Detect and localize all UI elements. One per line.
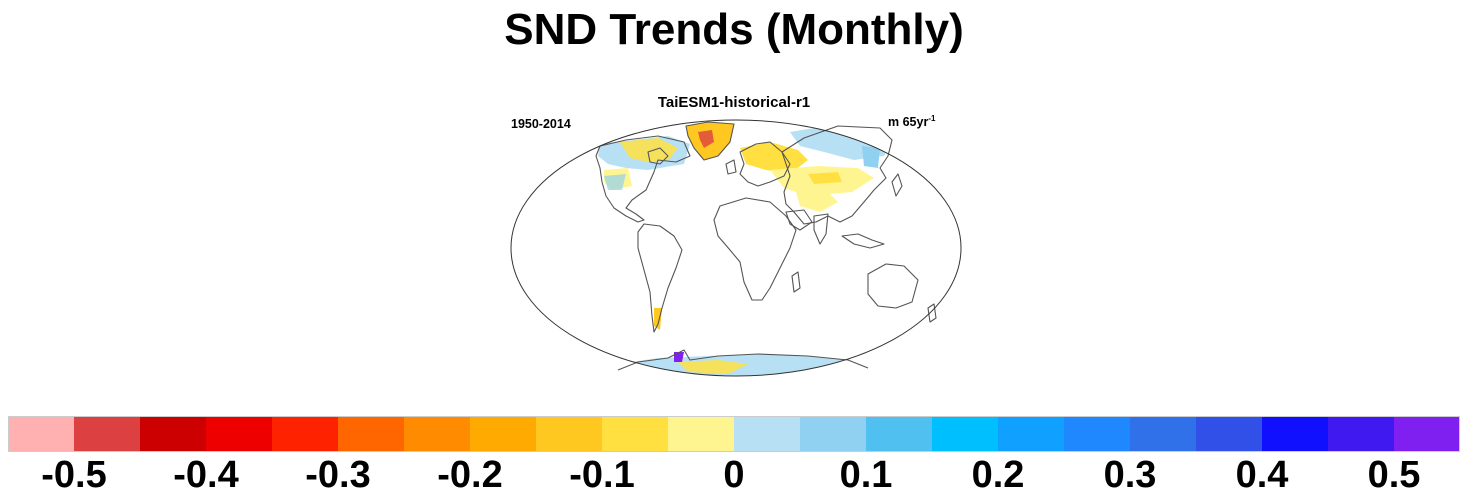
colorbar-outline [8,416,1460,452]
globe-outline [510,119,962,377]
colorbar-segment [272,416,339,452]
asia-coast [781,125,893,225]
colorbar-segment [1262,416,1329,452]
tibet-trend [796,190,838,212]
colorbar-segment [206,416,273,452]
europe-trend-yellow [740,142,808,174]
colorbar-segment [8,416,75,452]
asia-trend-yellow-spots [808,172,842,184]
colorbar-tick-label: 0.1 [839,454,893,496]
colorbar-tick-label: -0.2 [437,454,503,496]
colorbar-segment [536,416,603,452]
indonesia-coast [841,233,885,249]
north-america-coast [595,135,691,223]
south-america-coast [637,223,683,333]
colorbar-segment [74,416,141,452]
colorbar-segment [338,416,405,452]
japan-coast [891,173,903,197]
colorbar-svg [8,416,1461,452]
colorbar-tick-label: -0.5 [41,454,107,496]
antarctica-trend-deep-blue [626,368,668,376]
europe-coast [739,141,791,187]
colorbar-segment [1394,416,1461,452]
new-zealand-coast [927,303,937,323]
antarctica-trend-purple [674,352,684,362]
model-subtitle: TaiESM1-historical-r1 [657,94,811,111]
patagonia-trend [654,308,662,330]
world-map [510,119,962,377]
colorbar-segment [932,416,999,452]
colorbar-segment [1196,416,1263,452]
arabia-coast [785,209,813,231]
colorbar-segment [800,416,867,452]
figure-title: SND Trends (Monthly) [504,5,964,54]
colorbar-segment [734,416,801,452]
units-base: m 65yr [888,115,929,130]
colorbar-segment [1064,416,1131,452]
madagascar-coast [791,271,801,293]
colorbar-segment [1130,416,1197,452]
colorbar-segment [1328,416,1395,452]
colorbar-tick-label: -0.1 [569,454,635,496]
colorbar-segment [602,416,669,452]
units-label: m 65yr-1 [888,114,935,129]
british-isles-coast [725,159,737,175]
colorbar-segment [404,416,471,452]
india-coast [813,213,829,245]
greenland-coast [685,121,735,161]
colorbar-segment [140,416,207,452]
antarctica-trend-yellow [678,360,748,374]
africa-coast [713,197,797,301]
colorbar-segment [998,416,1065,452]
colorbar-tick-label: 0.2 [971,454,1025,496]
colorbar-segment [470,416,537,452]
colorbar-tick-label: 0 [723,454,745,496]
australia-coast [867,263,919,309]
colorbar-tick-label: -0.4 [173,454,239,496]
period-label: 1950-2014 [511,117,571,131]
colorbar-tick-label: 0.5 [1367,454,1421,496]
colorbar-tick-label: 0.3 [1103,454,1157,496]
trend-field [598,122,892,376]
antarctica-coast [617,349,869,371]
coastlines [595,121,937,371]
colorbar-segment [866,416,933,452]
greenland-trend-red [698,130,714,148]
colorbar [8,416,1461,452]
colorbar-tick-label: -0.3 [305,454,371,496]
na-trend-yellow [620,138,678,162]
units-exponent: -1 [928,114,936,123]
colorbar-segment [668,416,735,452]
colorbar-tick-label: 0.4 [1235,454,1289,496]
far-east-trend-blue [862,146,880,168]
hudson-bay-coast [647,147,669,165]
na-trend-blue-2 [604,174,626,190]
